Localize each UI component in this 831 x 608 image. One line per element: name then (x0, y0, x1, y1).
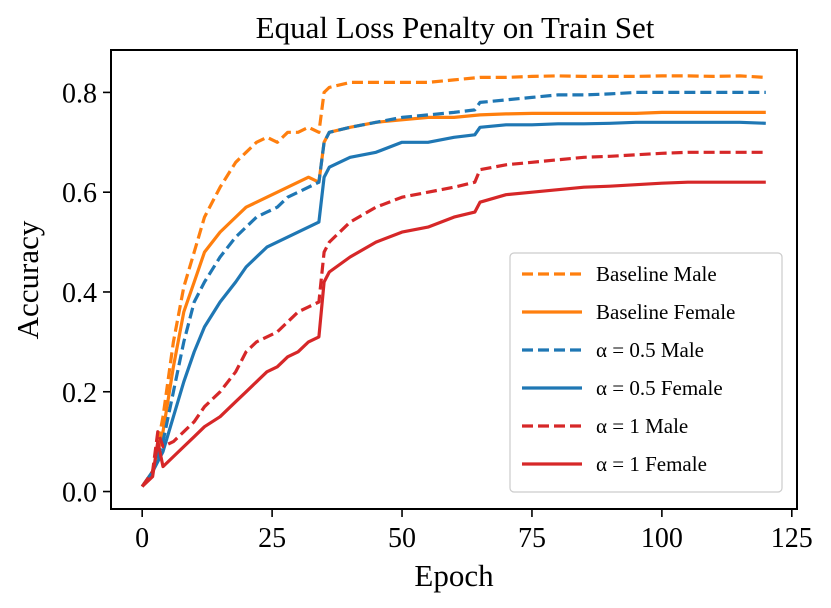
x-tick-label: 25 (258, 523, 286, 554)
legend-label-4: α = 1 Male (596, 414, 688, 438)
series-line-2 (140, 90, 766, 488)
y-axis-label: Accuracy (10, 220, 45, 339)
y-tick-label: 0.0 (62, 478, 97, 509)
y-axis: 0.0 0.2 0.4 0.6 0.8 (62, 78, 111, 509)
chart-title: Equal Loss Penalty on Train Set (256, 10, 655, 45)
series-line-3 (140, 120, 766, 488)
legend-label-0: Baseline Male (596, 262, 717, 286)
legend: Baseline Male Baseline Female α = 0.5 Male… (509, 252, 783, 493)
series-line-4 (140, 150, 766, 488)
plot-area (140, 74, 766, 488)
y-tick-label: 0.4 (62, 278, 97, 309)
y-tick-label: 0.6 (62, 178, 97, 209)
legend-label-5: α = 1 Female (596, 452, 707, 476)
x-tick-label: 50 (388, 523, 416, 554)
x-axis: 0 25 50 75 100 125 (135, 509, 813, 554)
y-tick-label: 0.2 (62, 378, 97, 409)
x-tick-label: 75 (518, 523, 546, 554)
x-tick-label: 0 (135, 523, 149, 554)
x-tick-label: 100 (641, 523, 683, 554)
x-axis-label: Epoch (414, 558, 494, 593)
legend-label-1: Baseline Female (596, 300, 735, 324)
series-line-0 (140, 74, 766, 488)
legend-label-2: α = 0.5 Male (596, 338, 704, 362)
x-tick-label: 125 (771, 523, 813, 554)
plot-frame (110, 49, 798, 510)
series-line-5 (141, 180, 766, 488)
legend-label-3: α = 0.5 Female (596, 376, 723, 400)
y-tick-label: 0.8 (62, 78, 97, 109)
